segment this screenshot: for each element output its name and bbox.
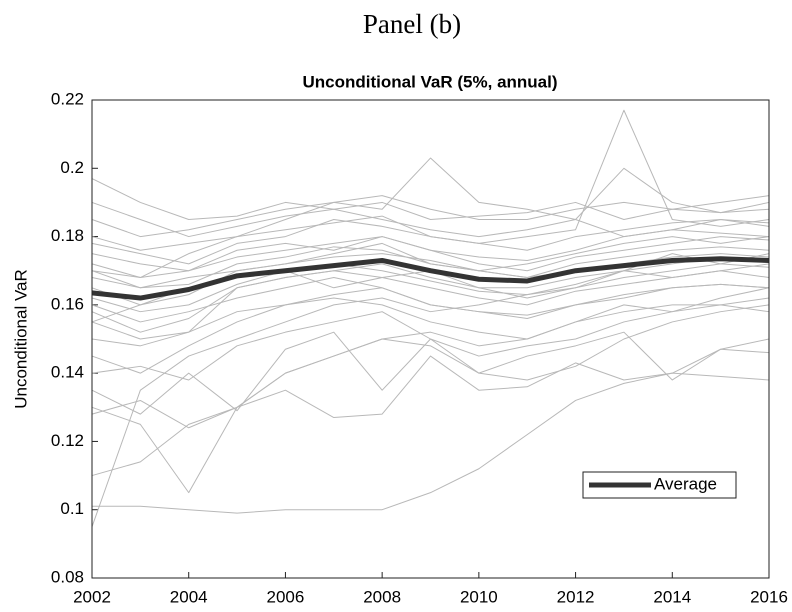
plot-frame (91, 99, 770, 579)
series-line (91, 331, 770, 415)
series-line (91, 167, 770, 238)
series-line (91, 338, 770, 429)
x-tick-label: 2012 (557, 587, 595, 606)
series-line (91, 270, 770, 333)
x-tick-label: 2006 (267, 587, 305, 606)
y-axis-label: Unconditional VaR (11, 269, 30, 409)
series-line (91, 263, 770, 340)
x-tick-label: 2004 (170, 587, 208, 606)
series-line (91, 304, 770, 477)
y-tick-label: 0.08 (51, 567, 84, 586)
y-tick-label: 0.18 (51, 226, 84, 245)
y-tick-label: 0.1 (60, 499, 84, 518)
series-line (91, 215, 770, 251)
page-title: Panel (b) (363, 9, 461, 39)
series-line (91, 246, 770, 289)
series-line (91, 109, 770, 265)
legend-label: Average (654, 474, 717, 493)
x-tick-label: 2014 (653, 587, 691, 606)
x-tick-label: 2008 (363, 587, 401, 606)
series-line (91, 297, 770, 347)
average-line (91, 256, 770, 301)
series-line (91, 263, 770, 527)
series-line (91, 195, 770, 238)
y-tick-label: 0.16 (51, 294, 84, 313)
x-tick-label: 2010 (460, 587, 498, 606)
series-line (91, 283, 770, 374)
series-line (91, 178, 770, 220)
y-tick-label: 0.14 (51, 363, 84, 382)
chart-title: Unconditional VaR (5%, annual) (302, 72, 557, 91)
y-tick-label: 0.12 (51, 431, 84, 450)
x-tick-label: 2002 (73, 587, 111, 606)
series-line (92, 372, 770, 514)
series-line (91, 236, 770, 279)
x-tick-label: 2016 (750, 587, 788, 606)
series-line (91, 256, 770, 313)
series-line (91, 287, 770, 494)
y-tick-label: 0.2 (60, 158, 84, 177)
y-tick-label: 0.22 (51, 89, 84, 108)
